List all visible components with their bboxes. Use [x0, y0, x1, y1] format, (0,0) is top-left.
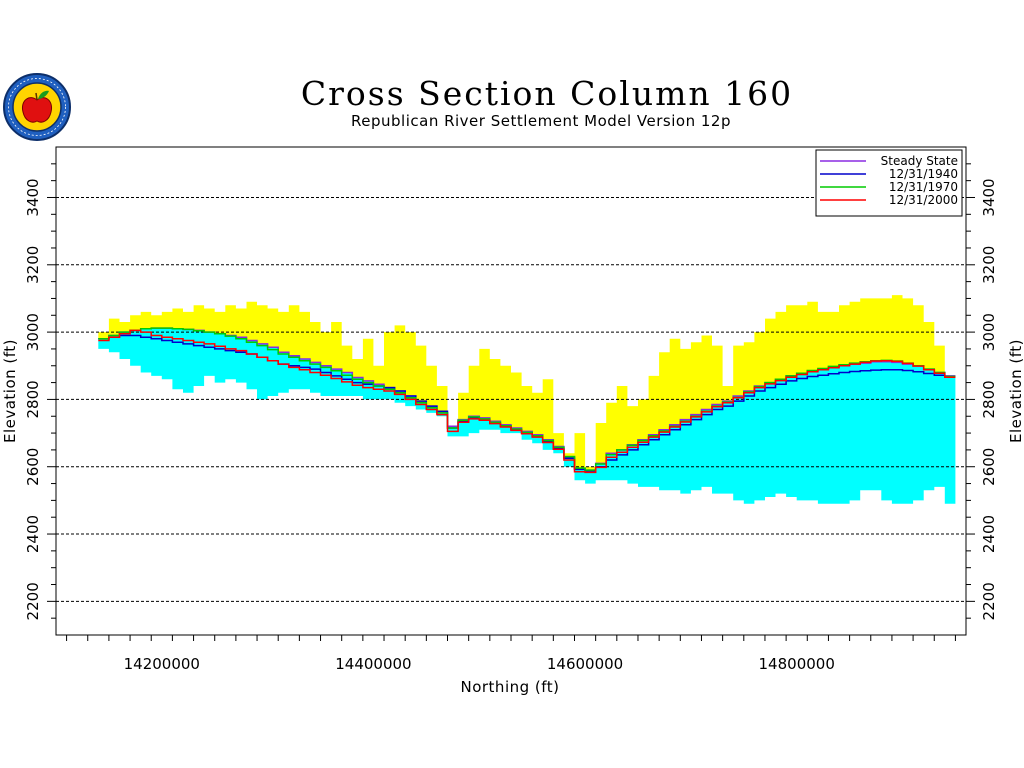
legend-label: 12/31/2000 — [889, 193, 958, 207]
y-tick-label: 2800 — [24, 380, 42, 418]
legend-label: Steady State — [881, 154, 958, 168]
y-tick-label: 2200 — [980, 582, 998, 620]
chart-subtitle: Republican River Settlement Model Versio… — [351, 112, 731, 130]
legend-label: 12/31/1940 — [889, 167, 958, 181]
y-tick-label: 2400 — [980, 515, 998, 553]
legend-label: 12/31/1970 — [889, 180, 958, 194]
y-tick-label: 2600 — [24, 448, 42, 486]
y-tick-label: 2600 — [980, 448, 998, 486]
x-tick-label: 14400000 — [335, 655, 411, 673]
unsaturated-zone-area — [98, 295, 956, 471]
y-tick-label: 3200 — [24, 246, 42, 284]
y-tick-label: 3400 — [24, 178, 42, 216]
y-tick-label: 3400 — [980, 178, 998, 216]
seal-logo — [3, 73, 71, 141]
chart-title: Cross Section Column 160 — [301, 74, 793, 113]
series-line — [98, 329, 956, 474]
apple-stem-icon — [35, 92, 38, 101]
y-axis-label-left: Elevation (ft) — [1, 339, 19, 443]
apple-leaf-icon — [38, 90, 49, 99]
y-axis-ticks: 2200 2200 2400 2400 2600 2600 2800 2800 3000 3000… — [24, 163, 998, 620]
series-line — [98, 327, 956, 471]
y-tick-label: 2200 — [24, 582, 42, 620]
y-tick-label: 3200 — [980, 246, 998, 284]
x-axis-ticks: 14200000 14400000 14600000 14800000 — [66, 635, 956, 673]
water-level-lines — [98, 327, 956, 474]
y-tick-label: 2800 — [980, 380, 998, 418]
apple-icon — [21, 97, 53, 123]
y-tick-label: 3000 — [980, 313, 998, 351]
x-tick-label: 14600000 — [547, 655, 623, 673]
y-tick-label: 3000 — [24, 313, 42, 351]
x-tick-label: 14200000 — [124, 655, 200, 673]
legend: Steady State12/31/194012/31/197012/31/20… — [815, 149, 963, 217]
x-axis-label: Northing (ft) — [460, 678, 559, 696]
y-tick-label: 2400 — [24, 515, 42, 553]
x-tick-label: 14800000 — [759, 655, 835, 673]
y-axis-label-right: Elevation (ft) — [1007, 339, 1024, 443]
seal-text-band — [8, 78, 66, 136]
